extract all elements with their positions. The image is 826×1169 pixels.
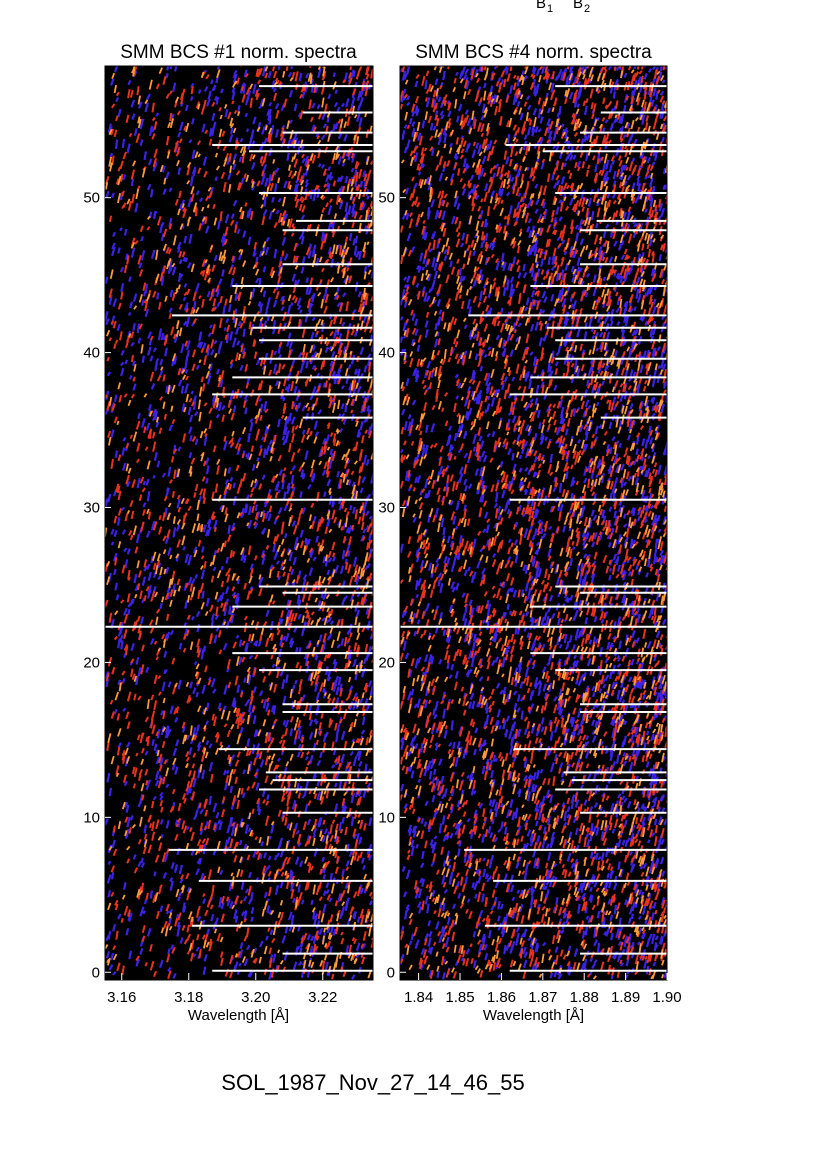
panel-bcs1: SMM BCS #1 norm. spectra 0 10 20 30 40 50 3.1… xyxy=(83,42,374,1024)
x-axis: 1.84 1.85 1.86 1.87 1.88 1.89 1.90 xyxy=(404,973,682,1006)
y-axis: 0 10 20 30 40 50 xyxy=(378,190,406,981)
x-tick-label: 1.88 xyxy=(570,989,599,1006)
y-tick-label: 40 xyxy=(378,345,395,362)
x-tick-label: 1.86 xyxy=(487,989,516,1006)
heatmap-area xyxy=(399,65,668,981)
heatmap-cells xyxy=(105,66,373,980)
x-tick-label: 1.90 xyxy=(652,989,681,1006)
y-tick-label: 50 xyxy=(378,190,395,207)
x-tick-label: 3.16 xyxy=(107,989,136,1006)
y-tick-label: 30 xyxy=(83,500,100,517)
data-gap-rows xyxy=(105,85,373,972)
y-tick-label: 10 xyxy=(83,809,100,826)
y-tick-label: 20 xyxy=(378,654,395,671)
panel-title: SMM BCS #4 norm. spectra xyxy=(415,42,652,63)
x-tick-label: 1.84 xyxy=(404,989,433,1006)
figure-identifier: SOL_1987_Nov_27_14_46_55 xyxy=(221,1070,524,1095)
x-tick-label: 1.85 xyxy=(445,989,474,1006)
y-tick-label: 10 xyxy=(378,809,395,826)
header-label-2: B xyxy=(573,0,583,12)
heatmap-cells xyxy=(400,66,667,980)
data-gap-rows xyxy=(400,85,667,972)
y-tick-label: 50 xyxy=(83,190,100,207)
header-subscript-2: 2 xyxy=(584,3,590,15)
x-axis-label: Wavelength [Å] xyxy=(188,1007,289,1024)
plot-frame xyxy=(104,65,374,981)
x-tick-label: 1.89 xyxy=(611,989,640,1006)
heatmap-area xyxy=(104,65,374,981)
panel-bcs4: SMM BCS #4 norm. spectra 0 10 20 30 40 50 1.8… xyxy=(378,42,681,1024)
x-axis: 3.16 3.18 3.20 3.22 xyxy=(107,973,337,1006)
header-subscript-1: 1 xyxy=(547,3,553,15)
panel-title: SMM BCS #1 norm. spectra xyxy=(120,42,357,63)
plot-frame xyxy=(399,65,668,981)
x-tick-label: 3.20 xyxy=(241,989,270,1006)
y-tick-label: 20 xyxy=(83,654,100,671)
header-labels: B 1 B 2 xyxy=(536,0,590,15)
y-tick-label: 40 xyxy=(83,345,100,362)
x-tick-label: 3.22 xyxy=(308,989,337,1006)
y-tick-label: 30 xyxy=(378,500,395,517)
y-axis: 0 10 20 30 40 50 xyxy=(83,190,111,981)
y-tick-label: 0 xyxy=(92,964,100,981)
y-tick-label: 0 xyxy=(387,964,395,981)
header-label-1: B xyxy=(536,0,546,12)
x-tick-label: 3.18 xyxy=(174,989,203,1006)
x-tick-label: 1.87 xyxy=(528,989,557,1006)
x-axis-label: Wavelength [Å] xyxy=(483,1007,584,1024)
